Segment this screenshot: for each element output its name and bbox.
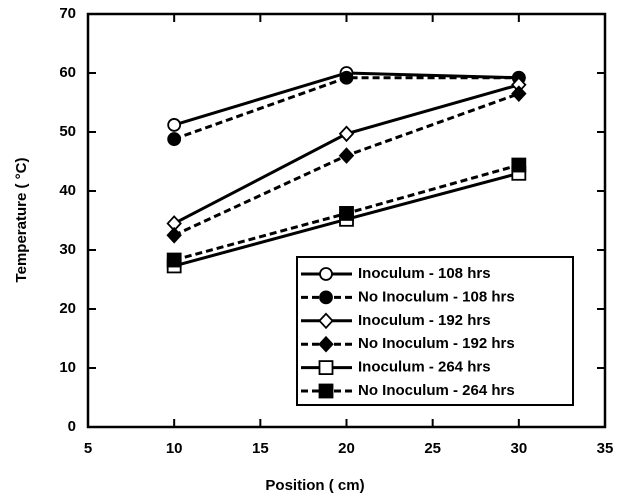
marker <box>166 252 182 268</box>
legend-marker <box>318 312 334 330</box>
legend-label: Inoculum - 192 hrs <box>358 312 491 329</box>
marker <box>338 125 355 143</box>
y-tick-label: 50 <box>59 123 76 140</box>
marker <box>339 70 354 85</box>
legend-label: Inoculum - 264 hrs <box>358 359 491 376</box>
marker <box>338 147 355 164</box>
legend-label: No Inoculum - 108 hrs <box>358 288 515 305</box>
x-tick-label: 30 <box>510 440 527 457</box>
legend-marker <box>318 383 334 399</box>
legend-marker <box>318 335 334 353</box>
x-tick-label: 5 <box>84 440 92 457</box>
x-tick-label: 15 <box>252 440 269 457</box>
marker <box>511 85 527 102</box>
legend-marker <box>318 360 334 376</box>
legend-label: Inoculum - 108 hrs <box>358 265 491 282</box>
y-axis-label: Temperature ( °C) <box>13 158 30 283</box>
y-tick-label: 40 <box>59 182 76 199</box>
y-tick-label: 10 <box>59 359 76 376</box>
marker <box>167 118 182 132</box>
marker <box>166 226 182 244</box>
y-tick-label: 60 <box>59 64 76 81</box>
marker <box>167 132 182 146</box>
legend-box <box>296 256 574 406</box>
legend-label: No Inoculum - 264 hrs <box>358 382 515 399</box>
y-tick-label: 20 <box>59 300 76 317</box>
x-tick-label: 20 <box>338 440 355 457</box>
x-axis-label: Position ( cm) <box>265 477 364 494</box>
y-tick-label: 30 <box>59 241 76 258</box>
x-tick-label: 10 <box>166 440 183 457</box>
legend-marker <box>319 267 333 281</box>
marker <box>339 206 354 221</box>
legend-marker <box>319 290 333 305</box>
legend-label: No Inoculum - 192 hrs <box>358 335 515 352</box>
marker <box>511 157 527 173</box>
y-tick-label: 0 <box>68 418 76 435</box>
x-tick-label: 25 <box>424 440 441 457</box>
x-tick-label: 35 <box>597 440 614 457</box>
y-tick-label: 70 <box>59 5 76 22</box>
